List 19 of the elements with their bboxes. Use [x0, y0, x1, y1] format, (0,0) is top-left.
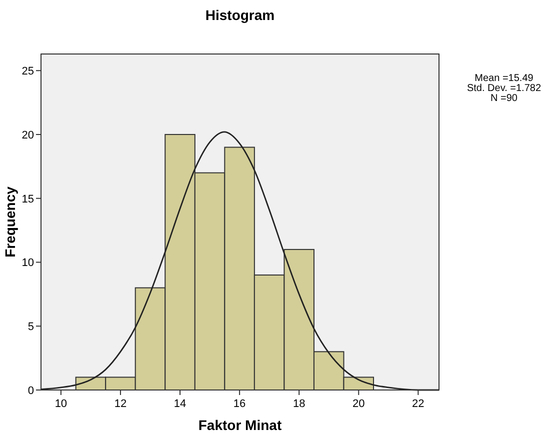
- text: Std. Dev. =1.782: [466, 83, 542, 94]
- chart-title: Histogram: [205, 7, 275, 23]
- text: Mean =15.49: [474, 73, 534, 84]
- x-tick-label: 10: [54, 398, 68, 410]
- x-tick-label: 12: [114, 398, 127, 410]
- y-tick-label: 20: [22, 129, 34, 142]
- y-tick-label: 5: [28, 321, 34, 334]
- y-axis-title: Frequency: [2, 186, 18, 258]
- y-tick-label: 10: [22, 257, 34, 270]
- x-tick-label: 14: [174, 398, 186, 410]
- x-axis-title: Faktor Minat: [198, 417, 282, 433]
- x-tick-label: 20: [352, 398, 365, 410]
- text: N =90: [490, 93, 518, 104]
- x-tick-label: 22: [412, 398, 424, 410]
- x-tick-label: 16: [233, 398, 246, 410]
- y-tick-label: 25: [22, 66, 34, 78]
- y-tick-label: 15: [22, 193, 34, 206]
- y-tick-label: 0: [28, 385, 34, 397]
- x-tick-label: 18: [292, 398, 306, 410]
